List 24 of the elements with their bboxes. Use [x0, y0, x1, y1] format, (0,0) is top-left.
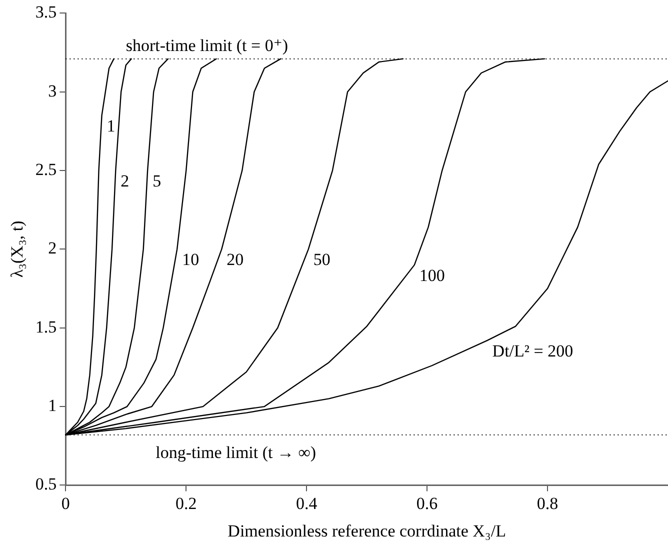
x-axis-title: Dimensionless reference corrdinate X₃/L: [228, 521, 506, 540]
annotation: 1: [106, 116, 116, 136]
x-tick-label: 0.4: [296, 494, 318, 513]
y-tick-label: 3: [48, 81, 57, 100]
y-axis-title: λ₃(X₃, t): [8, 220, 27, 278]
annotation: 100: [419, 266, 445, 285]
y-tick-label: 1: [48, 396, 57, 415]
annotation: 50: [313, 250, 330, 270]
x-tick-label: 0: [61, 494, 70, 513]
x-tick-label: 0.6: [416, 494, 438, 513]
annotation: 5: [152, 172, 162, 190]
y-tick-label: 2: [48, 238, 57, 258]
y-tick-label: 1.5: [35, 317, 57, 336]
annotation: Dt/L² = 200: [492, 341, 574, 360]
y-tick-label: 2.5: [35, 160, 57, 179]
y-tick-label: 0.5: [35, 474, 57, 494]
ref-line-label: long-time limit (t → ∞): [156, 442, 316, 462]
y-tick-label: 3.5: [35, 2, 57, 22]
annotation: 2: [120, 172, 130, 190]
annotation: short-time limit (t = 0⁺): [126, 36, 288, 55]
x-tick-label: 0.2: [175, 494, 197, 513]
annotation: 20: [226, 250, 244, 270]
annotation: 10: [182, 250, 200, 270]
x-tick-label: 0.8: [536, 494, 558, 513]
